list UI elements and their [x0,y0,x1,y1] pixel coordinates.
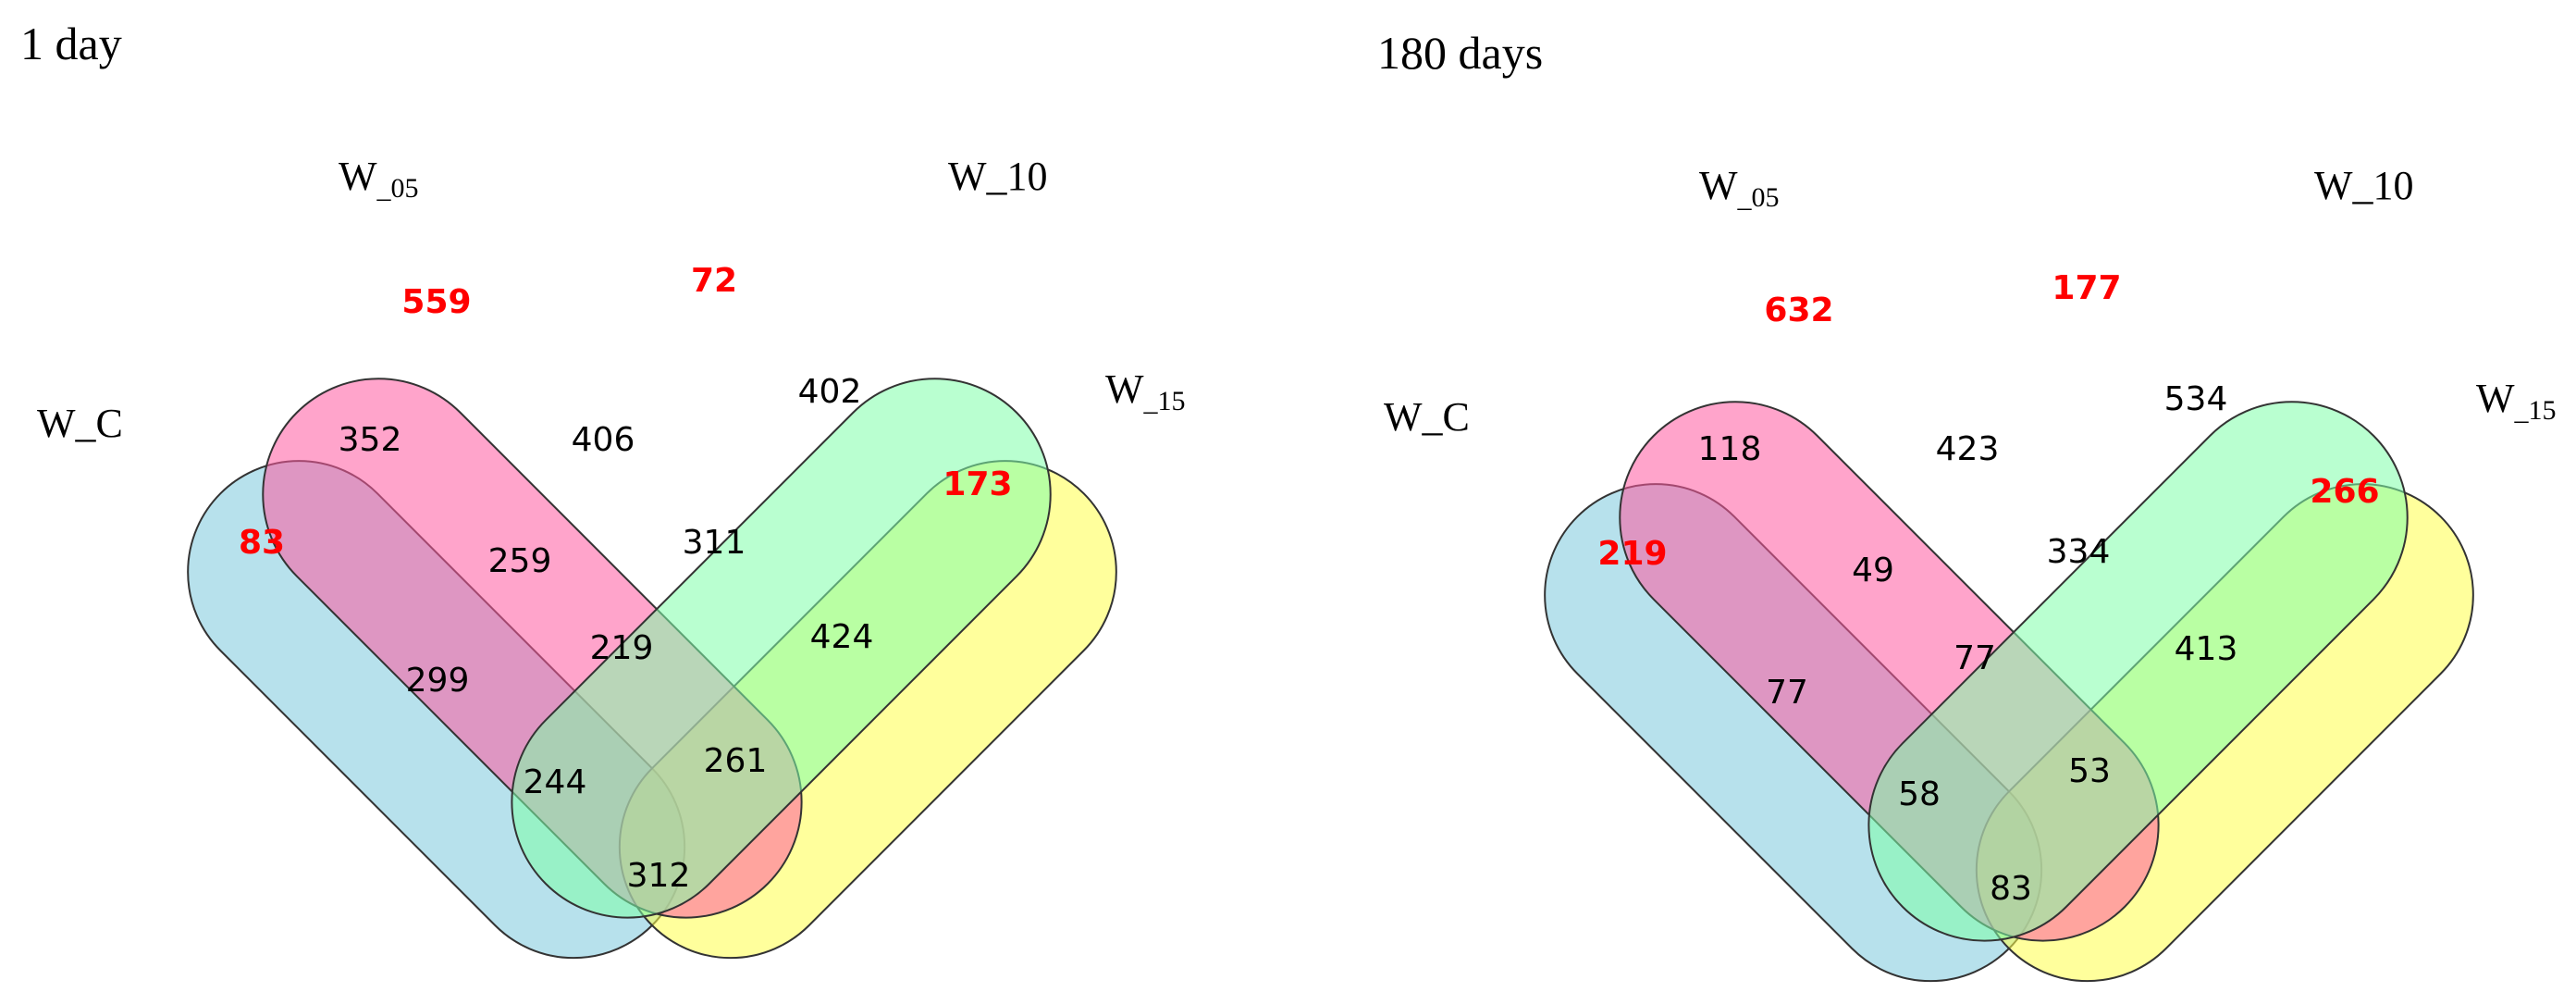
count-w05-only: 559 [401,283,471,321]
set-label-w-c: W_C [1384,394,1470,440]
venn-panel-180-days: 180 days W_C W_05 W_10 W_15 632 177 266 … [1288,0,2575,992]
count-w05-w10-w15: 334 [2047,533,2111,571]
count-w15-only: 266 [2310,473,2379,511]
count-w10-only: 177 [2052,269,2121,307]
count-w05-w10: 423 [1936,430,2000,468]
count-wc-w05-w15: 261 [704,742,768,780]
set-ellipses [187,378,1117,960]
count-w05-w15: 424 [810,618,874,656]
set-label-w-05-sub: _05 [376,173,419,204]
count-wc-w05: 118 [1698,430,1762,468]
count-wc-w10: 299 [406,662,470,700]
count-all: 77 [1954,639,1996,677]
count-wc-w15: 312 [627,857,691,895]
set-label-w-05-main: W [339,154,377,199]
count-wc-w10-w15: 58 [1898,775,1941,813]
count-w10-w15: 402 [798,373,862,411]
count-wc-w05-w10: 259 [488,542,552,580]
set-label-w-05-sub: _05 [1737,182,1780,213]
count-wc-only: 219 [1597,535,1667,573]
set-w-10-shape [511,378,1052,919]
set-label-w-15-sub: _15 [1143,386,1186,416]
count-w05-w10-w15: 311 [683,524,746,562]
set-w-10-shape [1867,401,2409,942]
count-w05-w15: 413 [2175,630,2238,668]
set-label-w-05: W_05 [339,154,419,204]
panel-title: 1 day [20,18,122,69]
set-label-w-c: W_C [37,401,123,446]
count-w05-only: 632 [1764,291,1833,329]
count-wc-only: 83 [239,524,285,562]
count-w05-w10: 406 [572,421,635,459]
set-labels: W_C W_05 W_10 W_15 [1384,163,2557,440]
count-wc-w05-w15: 53 [2068,752,2111,790]
count-wc-w10: 77 [1766,674,1808,712]
set-label-w-05: W_05 [1699,163,1780,213]
count-wc-w10-w15: 244 [524,763,587,801]
set-ellipses [1544,401,2474,983]
venn-diagram: W_C W_05 W_10 W_15 559 72 173 83 352 406… [37,154,1186,960]
count-wc-w05: 352 [339,421,402,459]
count-w10-only: 72 [691,262,737,300]
venn-panel-1-day: 1 day W_C W_05 W_10 W_15 559 72 173 83 3… [20,18,1186,960]
set-label-w-15-main: W [2476,376,2515,421]
set-label-w-10: W_10 [948,154,1048,199]
panel-title: 180 days [1377,27,1544,79]
set-label-w-10: W_10 [2314,163,2414,208]
count-wc-w15: 83 [1990,870,2032,908]
set-label-w-05-main: W [1699,163,1738,208]
set-label-w-15-sub: _15 [2514,395,2557,426]
set-label-w-15-main: W [1105,366,1144,412]
venn-diagram: W_C W_05 W_10 W_15 632 177 266 219 118 4… [1384,163,2557,983]
count-all: 219 [590,629,654,667]
set-labels: W_C W_05 W_10 W_15 [37,154,1186,446]
count-w10-w15: 534 [2164,380,2228,418]
region-counts: 632 177 266 219 118 423 534 49 334 77 77… [1597,269,2379,908]
set-label-w-15: W_15 [1105,366,1186,416]
region-counts: 559 72 173 83 352 406 402 259 311 219 29… [239,262,1013,895]
count-wc-w05-w10: 49 [1852,552,1894,589]
count-w15-only: 173 [943,465,1012,503]
set-label-w-15: W_15 [2476,376,2557,426]
